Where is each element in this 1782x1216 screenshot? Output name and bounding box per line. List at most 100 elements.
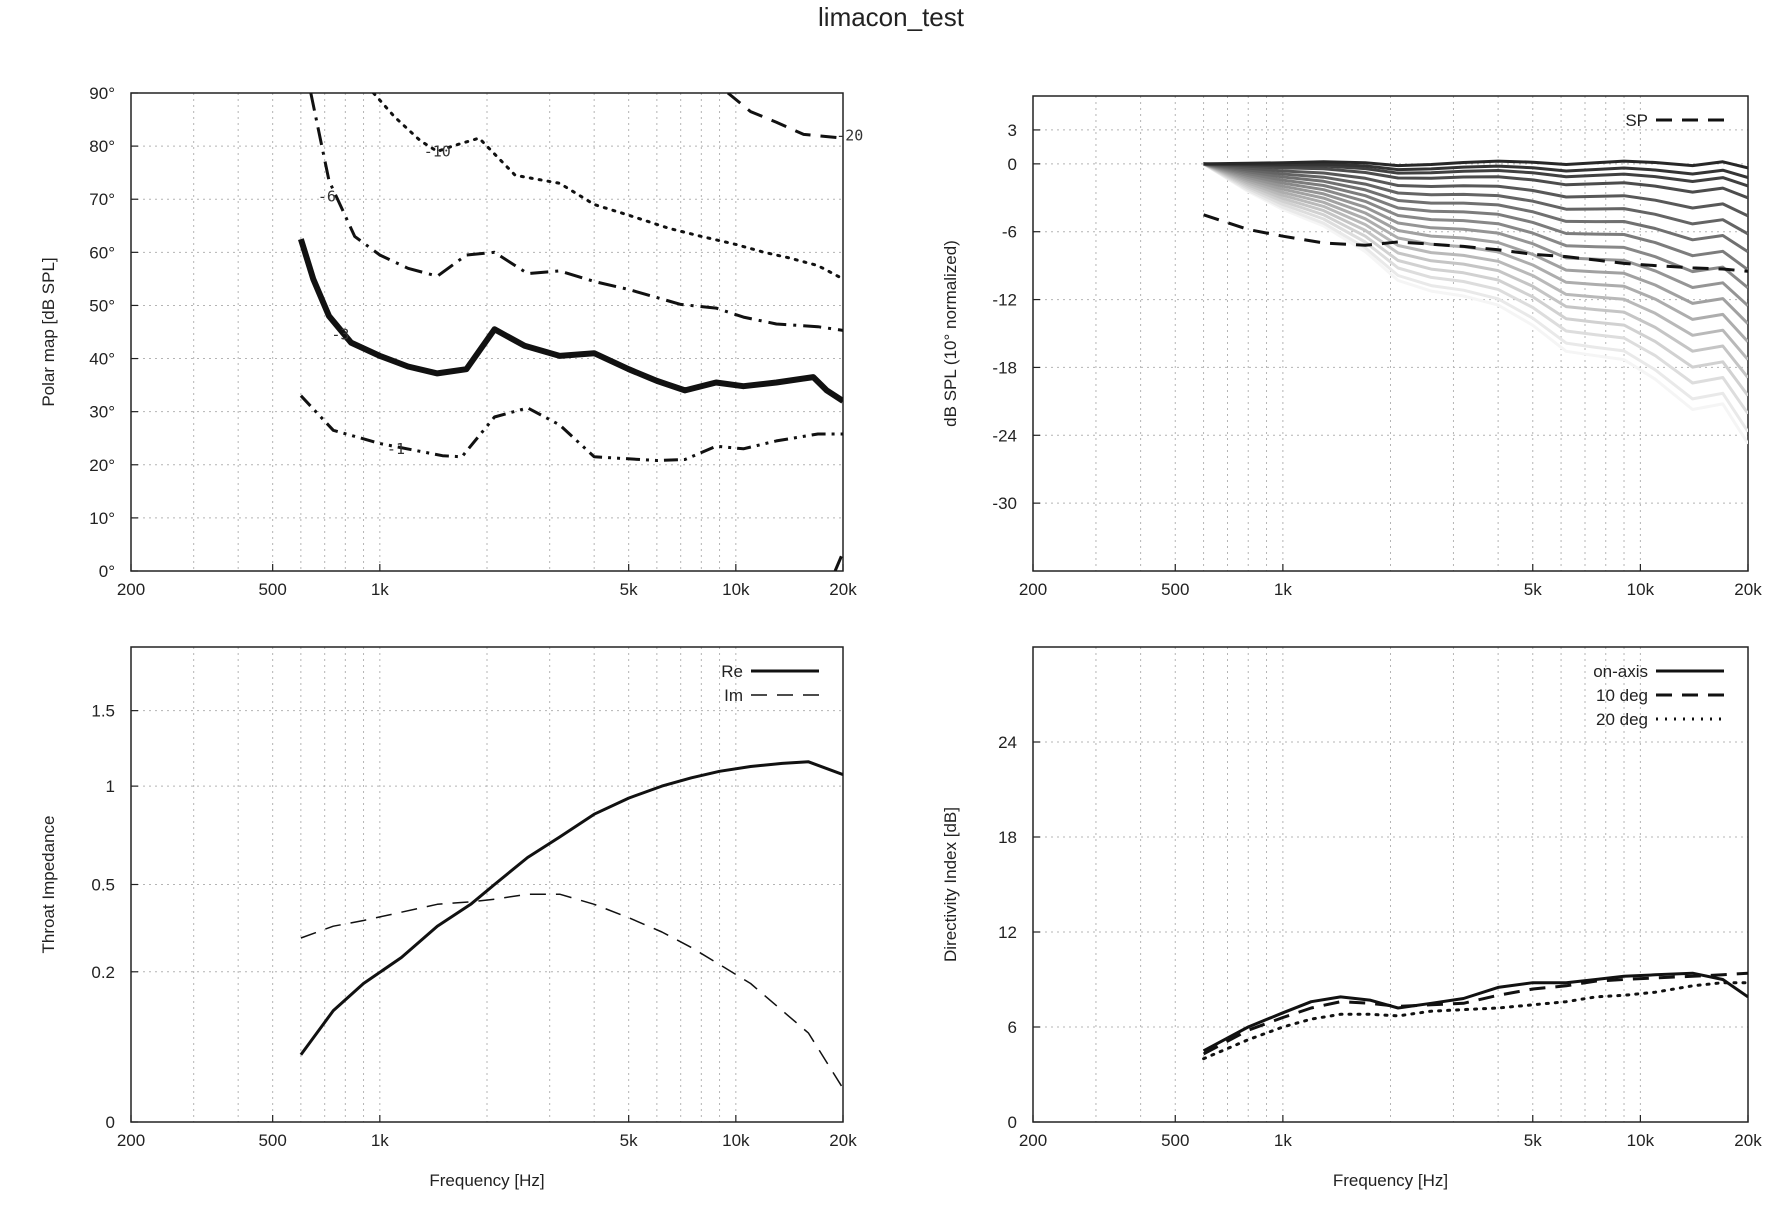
y-tick-label: 0 <box>1008 1113 1017 1132</box>
legend-label: 10 deg <box>1596 686 1648 705</box>
impedance-line-re <box>299 760 843 1056</box>
legend-label: Re <box>721 662 743 681</box>
contour-line <box>833 551 843 571</box>
x-tick-label: 10k <box>722 1131 750 1150</box>
plot-frame <box>1032 95 1749 572</box>
figure-title: limacon_test <box>818 2 964 32</box>
y-axis-label: Directivity Index [dB] <box>941 807 960 962</box>
contour-line <box>726 93 843 140</box>
y-tick-label: 10° <box>89 509 115 528</box>
spl-angle-line <box>1203 162 1748 289</box>
y-tick-label: 12 <box>998 923 1017 942</box>
plot-di: 200 500 1k 5k 10k 20k 0 6 12 18 24 Directivity Inde… <box>941 646 1762 1190</box>
spl-angle-line <box>1203 162 1748 325</box>
y-tick-label: -6 <box>1002 223 1017 242</box>
spl-angle-line <box>1203 162 1748 343</box>
x-tick-label: 20k <box>829 580 857 599</box>
y-axis-label: Throat Impedance <box>39 816 58 954</box>
contour-line <box>309 93 843 332</box>
x-tick-label: 10k <box>722 580 750 599</box>
spl-angle-line <box>1202 162 1748 379</box>
contour-label: -6 <box>318 188 336 206</box>
spl-angle-line <box>1202 162 1748 397</box>
x-tick-label: 500 <box>258 580 286 599</box>
legend-label: SP <box>1625 111 1648 130</box>
spl-angle-line <box>1203 162 1748 179</box>
spl-angle-line <box>1203 162 1748 254</box>
x-tick-label: 20k <box>1734 580 1762 599</box>
spl-lines <box>1202 159 1748 445</box>
x-tick-label: 1k <box>1274 1131 1292 1150</box>
x-tick-label: 500 <box>258 1131 286 1150</box>
di-line <box>1202 981 1748 1061</box>
contour-label: -20 <box>836 126 863 144</box>
x-axis-label: Frequency [Hz] <box>429 1171 544 1190</box>
contour-lines <box>298 93 843 571</box>
y-tick-label: 0 <box>106 1113 115 1132</box>
y-tick-label: 0° <box>99 562 115 581</box>
y-axis-label: dB SPL (10° normalized) <box>941 240 960 427</box>
spl-angle-line <box>1203 162 1748 236</box>
di-line <box>1202 971 1748 1053</box>
y-tick-label: -18 <box>992 358 1017 377</box>
plot-frame <box>130 92 844 572</box>
contour-line <box>298 238 843 404</box>
contour-line <box>372 93 843 281</box>
di-lines <box>1202 971 1748 1061</box>
spl-angle-line <box>1202 162 1748 433</box>
x-tick-label: 20k <box>829 1131 857 1150</box>
x-tick-label: 5k <box>1524 1131 1542 1150</box>
y-tick-label: 3 <box>1008 121 1017 140</box>
x-tick-label: 200 <box>1019 1131 1047 1150</box>
y-axis-label: Polar map [dB SPL] <box>39 257 58 406</box>
x-tick-label: 1k <box>371 580 389 599</box>
legend-label: on-axis <box>1593 662 1648 681</box>
spl-angle-line <box>1203 162 1748 188</box>
contour-line <box>299 394 843 462</box>
impedance-lines <box>299 760 843 1089</box>
y-tick-label: 24 <box>998 733 1017 752</box>
plot-spl: 200 500 1k 5k 10k 20k 3 0 -6 -12 -18 -24 -30 dB SPL (… <box>941 95 1762 599</box>
x-tick-label: 10k <box>1627 1131 1655 1150</box>
x-axis-label: Frequency [Hz] <box>1333 1171 1448 1190</box>
plot-frame <box>1032 646 1749 1123</box>
x-tick-label: 200 <box>1019 580 1047 599</box>
spl-angle-line <box>1203 162 1748 361</box>
x-tick-label: 20k <box>1734 1131 1762 1150</box>
contour-label: -10 <box>424 142 451 160</box>
y-tick-label: 30° <box>89 403 115 422</box>
spl-angle-line <box>1203 159 1748 170</box>
y-tick-label: 60° <box>89 243 115 262</box>
sp-line <box>1203 213 1748 273</box>
legend-label: Im <box>724 686 743 705</box>
x-tick-label: 10k <box>1627 580 1655 599</box>
x-tick-label: 500 <box>1161 1131 1189 1150</box>
spl-angle-line <box>1202 162 1748 415</box>
spl-angle-line <box>1203 162 1748 218</box>
y-tick-label: 20° <box>89 456 115 475</box>
spl-angle-line <box>1203 162 1748 307</box>
di-line <box>1202 971 1748 1056</box>
y-tick-label: 80° <box>89 137 115 156</box>
x-tick-label: 5k <box>620 1131 638 1150</box>
x-tick-label: 5k <box>620 580 638 599</box>
y-tick-label: 1 <box>106 777 115 796</box>
spl-angle-line <box>1203 162 1748 272</box>
x-tick-label: 1k <box>1274 580 1292 599</box>
y-tick-label: 1.5 <box>91 702 115 721</box>
spl-angle-line <box>1202 162 1748 445</box>
y-tick-label: -12 <box>992 291 1017 310</box>
y-tick-label: 18 <box>998 828 1017 847</box>
y-tick-label: -30 <box>992 494 1017 513</box>
y-tick-label: 40° <box>89 350 115 369</box>
impedance-line-im <box>300 893 843 1089</box>
contour-label: -1 <box>387 440 405 458</box>
y-tick-label: -24 <box>992 426 1017 445</box>
x-tick-label: 1k <box>371 1131 389 1150</box>
y-tick-label: 6 <box>1008 1018 1017 1037</box>
contour-label: -3 <box>331 326 349 344</box>
plot-impedance: 200 500 1k 5k 10k 20k 0 0.2 0.5 1 1.5 Throat Impeda… <box>39 646 857 1190</box>
x-tick-label: 200 <box>117 1131 145 1150</box>
x-tick-label: 5k <box>1524 580 1542 599</box>
